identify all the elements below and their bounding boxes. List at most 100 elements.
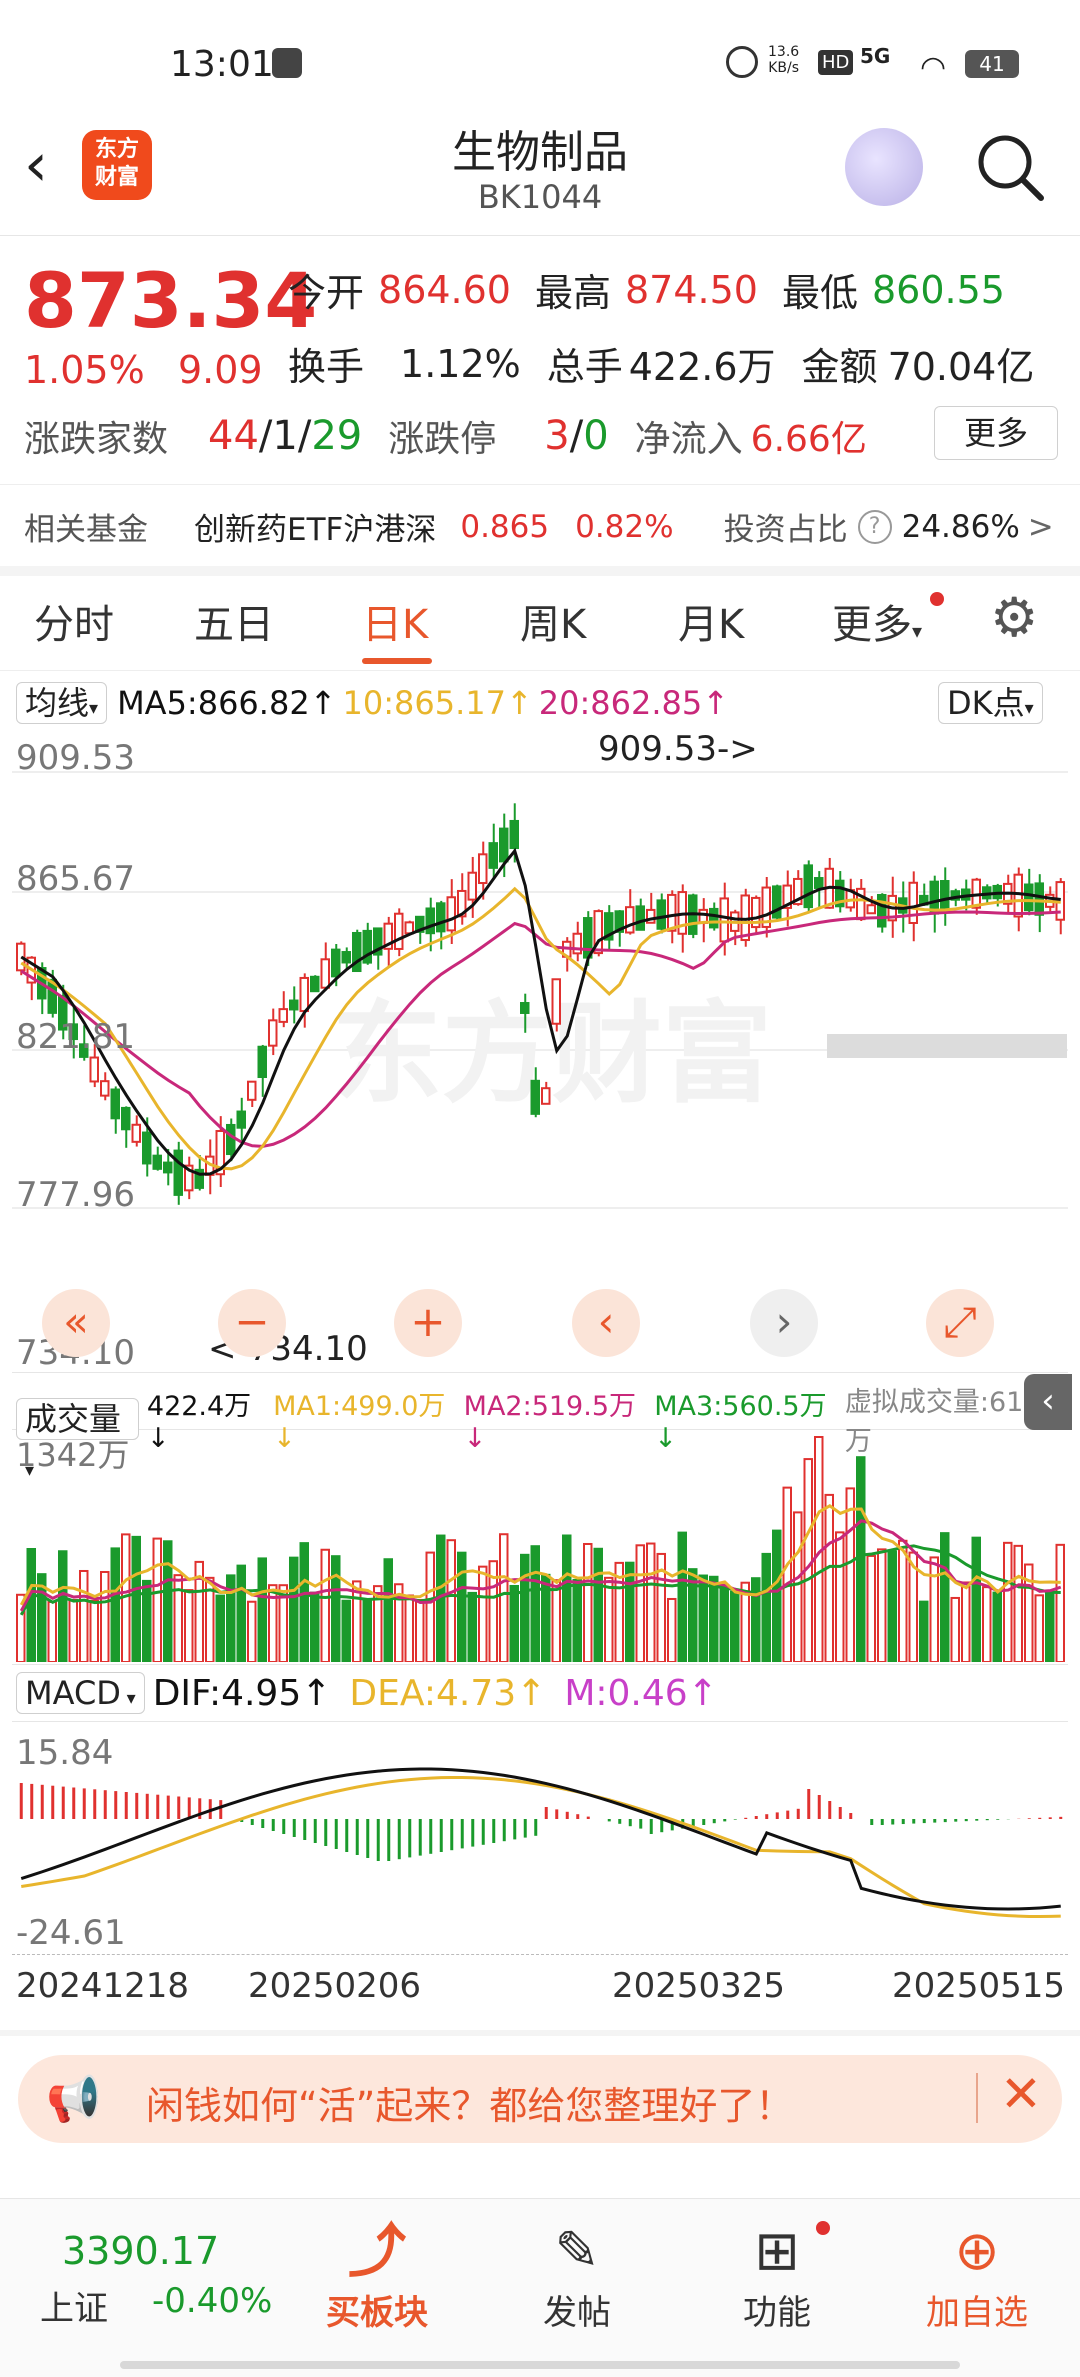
close-icon[interactable]: ✕ [1000,2065,1042,2123]
ma-selector[interactable]: 均线▾ [16,682,108,724]
candle [814,877,824,889]
ma10-line [20,886,1061,1171]
volume-bar [1045,1589,1055,1662]
candle [1034,882,1044,916]
candle [719,897,729,943]
candle [908,881,918,924]
more-button[interactable]: 更多 [934,406,1058,460]
candle [499,827,509,863]
volume-bar [467,1591,477,1662]
dif-line [20,1767,1061,1911]
volume-bar [656,1552,666,1662]
post-button[interactable]: ✎ 发帖 [512,2217,642,2334]
megaphone-icon: 📢 [46,2074,101,2125]
tab-five-day[interactable]: 五日 [194,602,274,648]
zoom-in-button[interactable]: + [394,1289,462,1357]
volume-bar [394,1583,404,1662]
fullscreen-icon[interactable]: ⤢ [926,1289,994,1357]
volume-bar [520,1553,530,1662]
inflow-label: 净流入 [634,419,743,460]
candle [551,978,561,1025]
candle [278,1008,288,1023]
function-button[interactable]: ⊞ 功能 [712,2217,842,2334]
kline-chart[interactable]: 东方财富 909.53 865.67 821.81 777.96 734.10 … [12,732,1068,1372]
back-icon[interactable]: ‹ [24,130,48,200]
volume-bar [877,1548,887,1662]
candle [877,893,887,928]
volume-bar [572,1578,582,1662]
tab-weekly-k[interactable]: 周K [520,602,587,648]
up-count: 44 [208,413,259,459]
candle [257,1045,267,1079]
candle [268,1019,278,1047]
add-watchlist-button[interactable]: ⊕ 加自选 [912,2217,1042,2334]
macd-chart[interactable]: 15.84 -24.61 [12,1724,1068,1950]
volume-bar [268,1584,278,1662]
volume-bar [331,1555,341,1662]
volume-chart[interactable]: 1342万 [12,1432,1068,1662]
volume-bar [131,1535,141,1662]
macd-dea: DEA:4.73↑ [349,1672,547,1714]
limit-down-count: 0 [583,413,609,459]
volume-selector[interactable]: 成交量 ▾ [16,1398,139,1481]
ma10-value: 10:865.17↑ [342,684,533,722]
buy-sector-button[interactable]: ⤴ 买板块 [312,2217,442,2334]
candle [289,999,299,1011]
volume-bar [856,1456,866,1662]
gear-icon[interactable]: ⚙ [990,586,1039,649]
candle [331,948,341,978]
search-icon[interactable] [975,132,1047,204]
candle [404,921,414,935]
candle [940,880,950,913]
candle [352,931,362,973]
gap-band [827,1034,1067,1058]
chevron-right-icon[interactable]: > [1027,508,1054,545]
candle [667,893,677,932]
scroll-left-fast-button[interactable]: « [42,1289,110,1357]
zoom-out-button[interactable]: − [218,1289,286,1357]
tab-intraday[interactable]: 分时 [34,602,114,648]
volume-bar [866,1554,876,1662]
volume-ma1: MA1:499.0万↓ [273,1391,446,1454]
candle [47,978,57,1014]
candle [614,910,624,933]
y-label-3: 821.81 [16,1017,135,1057]
alarm-icon [726,46,758,78]
candle [446,896,456,932]
volume-bar [530,1545,540,1662]
volume-bar [289,1556,299,1662]
fund-label: 相关基金 [24,512,148,548]
volume-bar [425,1551,435,1662]
related-fund-row[interactable]: 相关基金 创新药ETF沪港深 0.865 0.82% 投资占比 ? 24.86%… [24,504,1064,549]
banner-text: 闲钱如何“活”起来？都给您整理好了！ [146,2084,794,2128]
taobao-icon [272,48,302,78]
index-value[interactable]: 3390.17 [62,2229,220,2273]
robot-assistant-icon[interactable] [845,128,923,206]
candle [236,1110,246,1129]
macd-selector[interactable]: MACD ▾ [16,1672,145,1714]
volume-bar [593,1547,603,1662]
volume-bar [1034,1594,1044,1662]
candle [110,1088,120,1120]
collapse-panel-button[interactable]: ‹ [1024,1374,1072,1430]
tab-daily-k[interactable]: 日K [362,592,432,664]
step-left-button[interactable]: ‹ [572,1289,640,1357]
low-value: 860.55 [871,267,1005,312]
tab-monthly-k[interactable]: 月K [678,602,745,648]
notification-dot [816,2221,830,2235]
inflow-value: 6.66亿 [750,419,867,460]
help-icon[interactable]: ? [857,509,892,544]
app-logo[interactable]: 东方 财富 [82,130,152,200]
volume-bar [362,1600,372,1662]
step-right-button[interactable]: › [750,1289,818,1357]
volume-y-top: 1342万 [16,1436,129,1474]
volume-bar [215,1594,225,1662]
y-label-2: 865.67 [16,859,135,899]
candle [152,1154,162,1170]
dk-point-button[interactable]: DK点▾ [938,682,1043,724]
volume-bar [709,1575,719,1662]
grid-icon: ⊞ [754,2219,800,2282]
promo-banner[interactable]: 📢 闲钱如何“活”起来？都给您整理好了！ ✕ [18,2055,1062,2143]
fund-name[interactable]: 创新药ETF沪港深 [194,512,437,548]
tab-more[interactable]: 更多▾ [832,602,923,648]
